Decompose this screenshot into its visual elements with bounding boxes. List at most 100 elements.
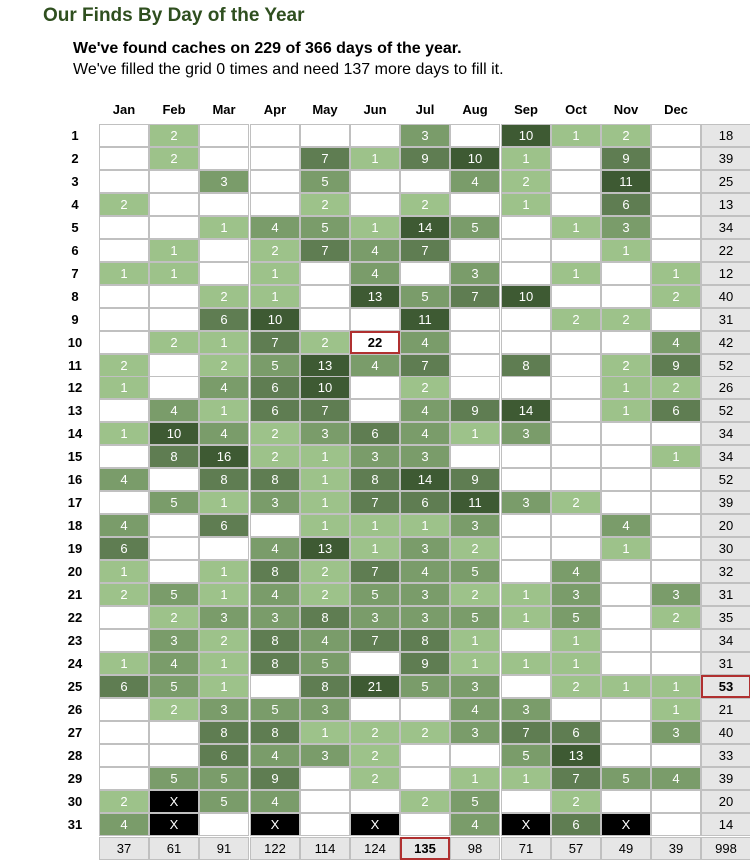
day-cell xyxy=(450,744,500,767)
day-cell xyxy=(501,675,551,698)
day-cell xyxy=(250,675,300,698)
day-label-30: 30 xyxy=(67,794,83,809)
day-label-26: 26 xyxy=(67,702,83,717)
day-cell: 1 xyxy=(99,262,149,285)
day-cell xyxy=(651,308,701,331)
day-cell: 1 xyxy=(450,767,500,790)
day-cell xyxy=(651,560,701,583)
day-cell xyxy=(551,376,601,399)
day-cell: 6 xyxy=(250,399,300,422)
day-cell: 3 xyxy=(501,698,551,721)
day-cell: 4 xyxy=(250,216,300,239)
month-total-cell: 61 xyxy=(149,837,199,860)
day-cell: 5 xyxy=(450,560,500,583)
day-cell xyxy=(400,170,450,193)
day-cell: 2 xyxy=(149,124,199,147)
day-label-4: 4 xyxy=(71,197,79,212)
day-cell: 2 xyxy=(99,193,149,216)
day-cell xyxy=(501,629,551,652)
day-cell: 8 xyxy=(250,629,300,652)
day-label-24: 24 xyxy=(67,656,83,671)
day-cell: 6 xyxy=(199,744,249,767)
day-cell: 1 xyxy=(501,583,551,606)
day-cell: 1 xyxy=(450,422,500,445)
day-cell xyxy=(551,170,601,193)
grand-total-cell: 998 xyxy=(701,837,750,860)
day-cell xyxy=(250,514,300,537)
day-cell: 8 xyxy=(350,468,400,491)
day-cell: 3 xyxy=(149,629,199,652)
day-cell: 6 xyxy=(601,193,651,216)
day-total-cell: 39 xyxy=(701,147,750,170)
day-cell xyxy=(551,399,601,422)
day-label-21: 21 xyxy=(67,587,83,602)
day-cell: 1 xyxy=(99,652,149,675)
day-label-20: 20 xyxy=(67,564,83,579)
day-cell: 1 xyxy=(551,629,601,652)
day-cell xyxy=(651,422,701,445)
month-header-may: May xyxy=(312,102,338,117)
invalid-day-cell: X xyxy=(149,790,199,813)
day-cell: 2 xyxy=(601,354,651,377)
day-cell: 9 xyxy=(400,147,450,170)
day-cell xyxy=(149,170,199,193)
day-cell xyxy=(450,445,500,468)
day-cell: 1 xyxy=(199,491,249,514)
invalid-day-cell: X xyxy=(149,813,199,836)
day-cell xyxy=(300,813,350,836)
day-cell xyxy=(350,124,400,147)
day-cell xyxy=(149,468,199,491)
day-label-7: 7 xyxy=(71,266,79,281)
day-cell: 10 xyxy=(501,285,551,308)
day-cell: 5 xyxy=(551,606,601,629)
day-cell xyxy=(651,813,701,836)
day-cell: 5 xyxy=(149,675,199,698)
day-cell: 5 xyxy=(300,652,350,675)
day-cell: 13 xyxy=(300,537,350,560)
day-cell: 5 xyxy=(199,767,249,790)
day-cell: 11 xyxy=(450,491,500,514)
day-cell: 7 xyxy=(300,239,350,262)
day-cell xyxy=(651,744,701,767)
month-total-cell: 39 xyxy=(651,837,701,860)
day-cell xyxy=(400,744,450,767)
day-label-1: 1 xyxy=(71,128,79,143)
day-cell: 1 xyxy=(350,147,400,170)
day-total-cell: 34 xyxy=(701,445,750,468)
day-cell: 2 xyxy=(300,583,350,606)
day-cell: 1 xyxy=(400,514,450,537)
day-cell xyxy=(300,124,350,147)
day-cell xyxy=(551,354,601,377)
day-cell xyxy=(99,170,149,193)
day-cell xyxy=(651,468,701,491)
day-cell xyxy=(450,331,500,354)
day-cell: 9 xyxy=(651,354,701,377)
day-cell: 10 xyxy=(149,422,199,445)
day-cell: 2 xyxy=(149,147,199,170)
day-cell xyxy=(601,445,651,468)
day-cell xyxy=(250,147,300,170)
day-cell xyxy=(501,537,551,560)
day-cell xyxy=(149,744,199,767)
day-cell: 8 xyxy=(300,675,350,698)
day-cell: 2 xyxy=(400,790,450,813)
day-cell: 5 xyxy=(450,790,500,813)
day-cell xyxy=(551,331,601,354)
page-title: Our Finds By Day of the Year xyxy=(43,5,305,26)
day-cell: 4 xyxy=(250,744,300,767)
day-cell: 2 xyxy=(551,675,601,698)
day-cell: 1 xyxy=(149,262,199,285)
day-cell xyxy=(501,790,551,813)
day-cell xyxy=(551,537,601,560)
invalid-day-cell: X xyxy=(250,813,300,836)
day-cell: 6 xyxy=(400,491,450,514)
day-cell: 2 xyxy=(250,239,300,262)
day-cell xyxy=(450,193,500,216)
day-cell: 10 xyxy=(250,308,300,331)
day-total-cell: 40 xyxy=(701,721,750,744)
day-cell: 4 xyxy=(199,422,249,445)
day-cell xyxy=(199,193,249,216)
day-cell: 3 xyxy=(199,698,249,721)
day-cell xyxy=(149,514,199,537)
day-total-cell: 42 xyxy=(701,331,750,354)
